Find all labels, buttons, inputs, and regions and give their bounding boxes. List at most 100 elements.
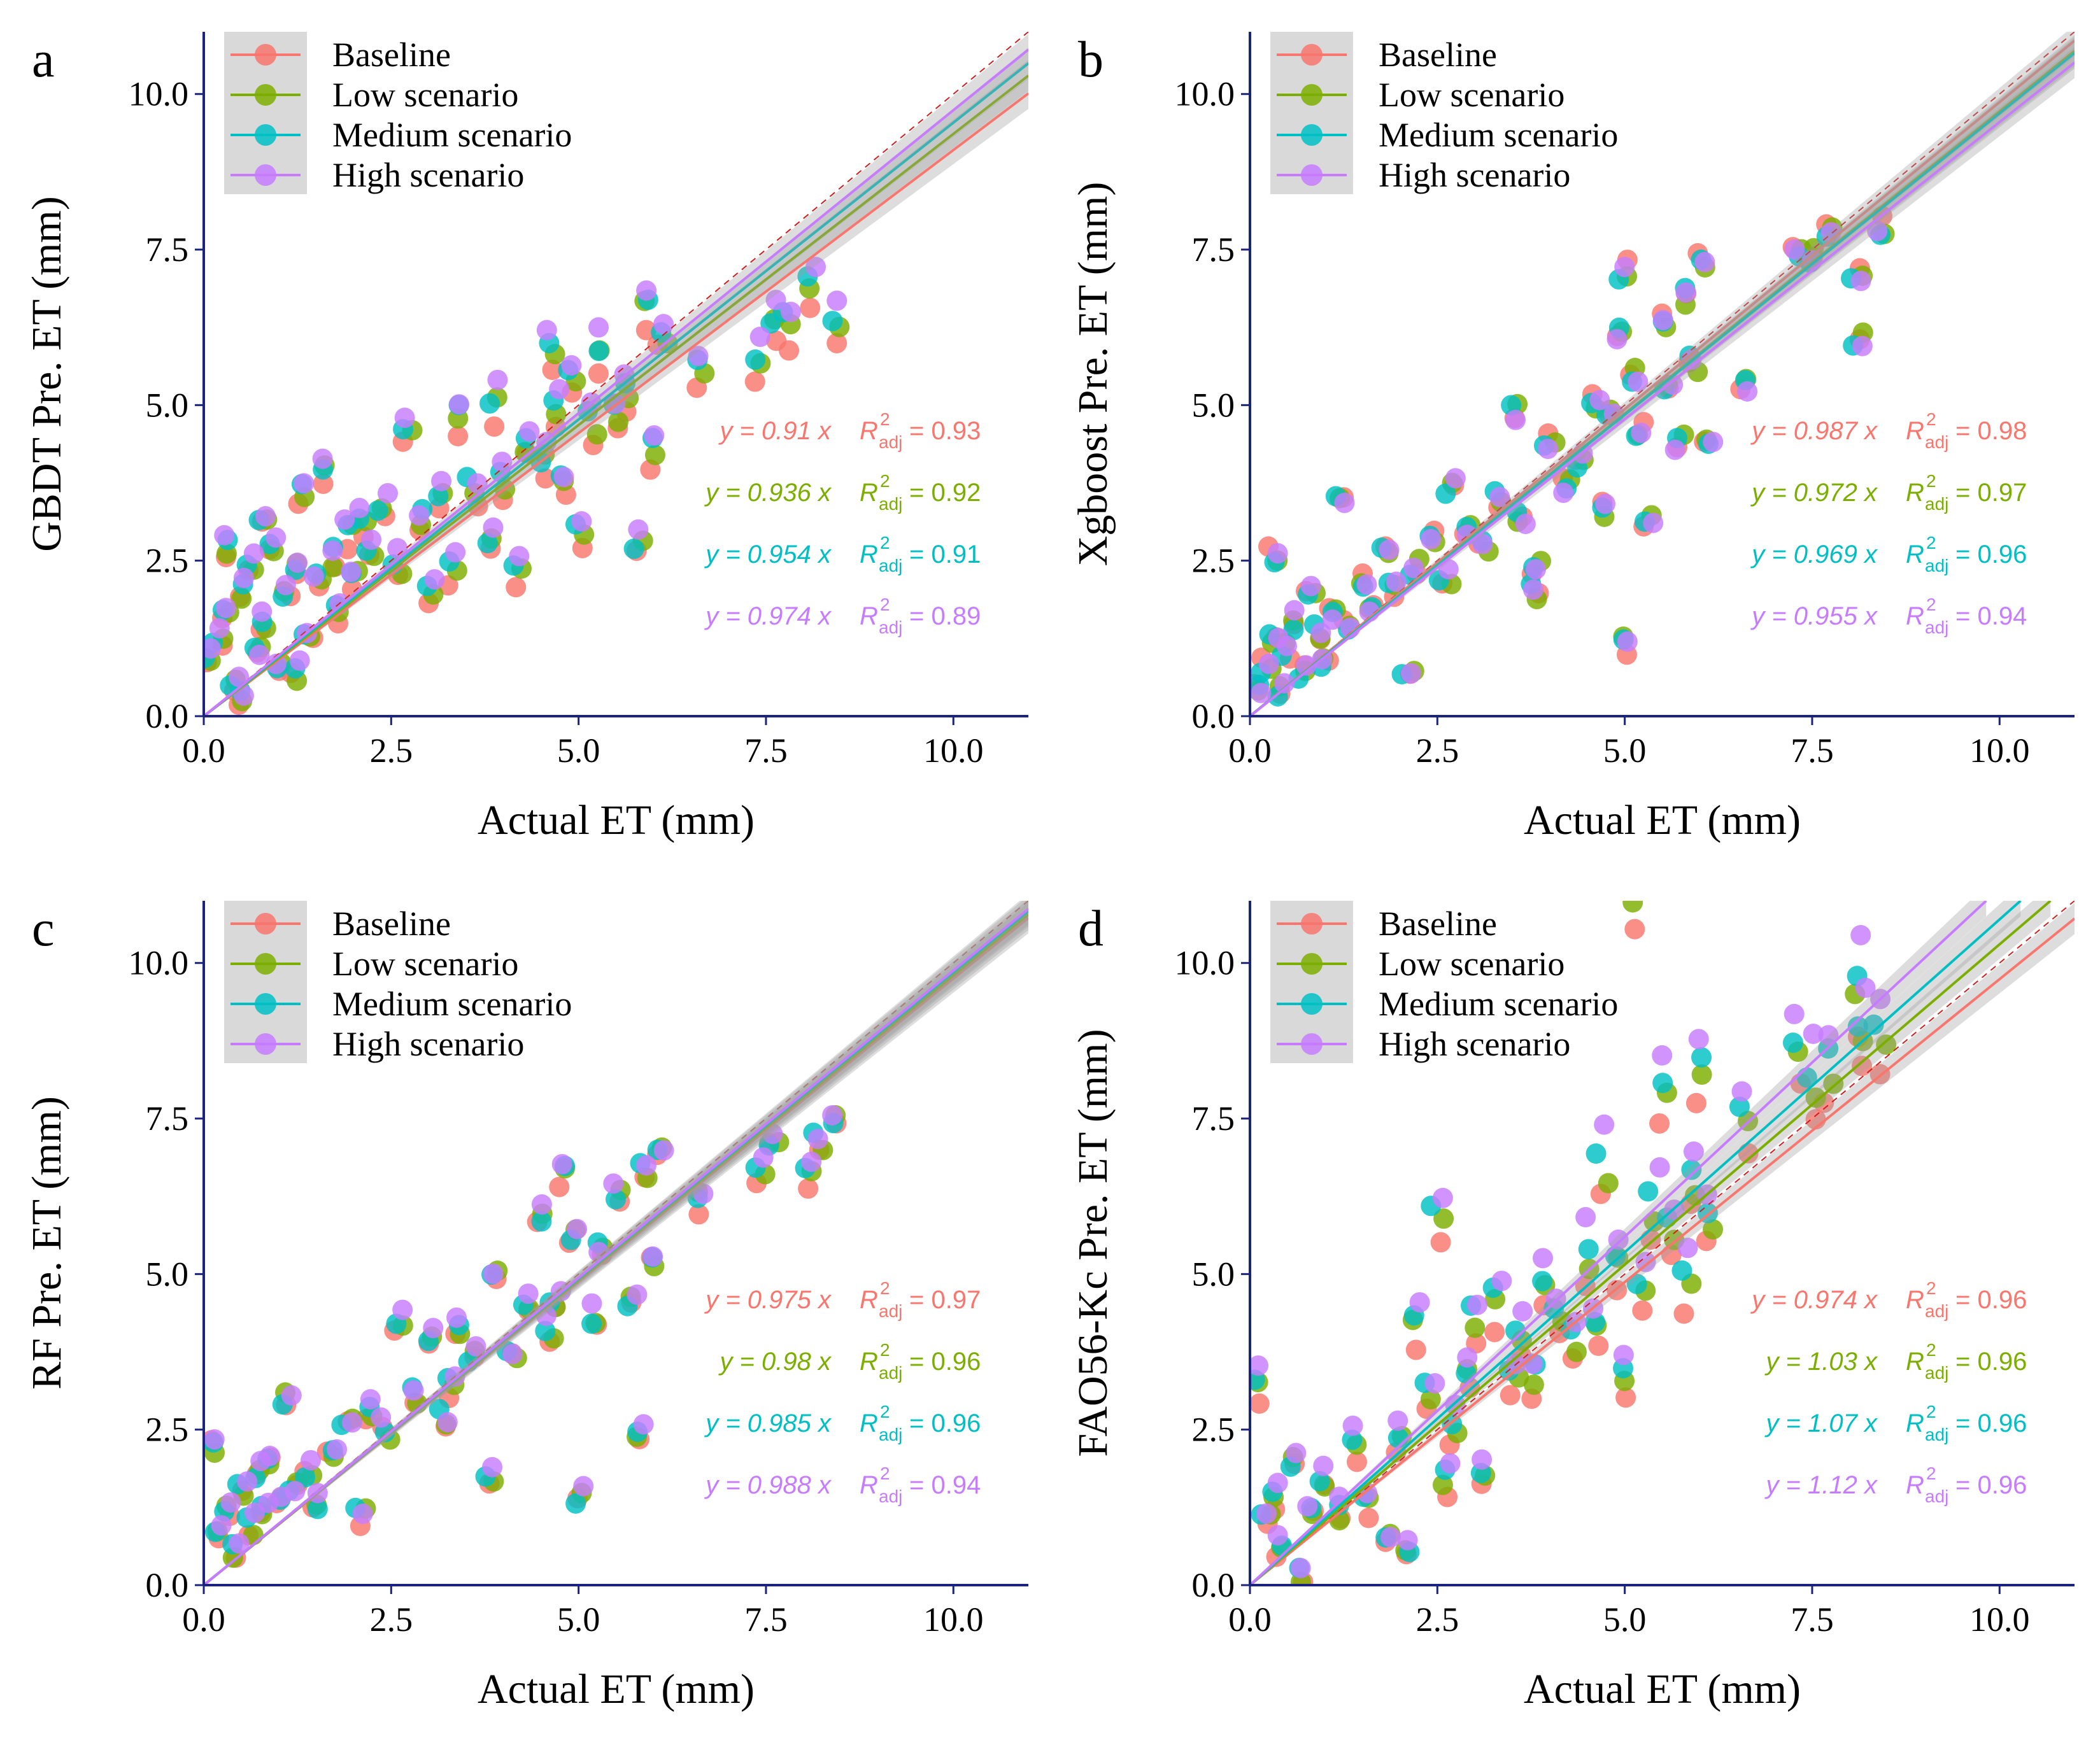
r2-value: = 0.96 (1955, 1286, 2027, 1314)
data-point (518, 1283, 539, 1304)
data-point (571, 511, 592, 532)
data-point (1649, 1157, 1670, 1178)
data-point (1617, 866, 1637, 887)
data-point (1379, 539, 1400, 560)
data-point (1267, 1525, 1288, 1546)
legend-label: Medium scenario (1379, 985, 1618, 1023)
data-point (581, 1293, 602, 1314)
data-point (285, 1481, 306, 1502)
data-point (1607, 328, 1628, 349)
legend-marker (255, 1033, 276, 1055)
data-point (588, 341, 609, 362)
data-point (1566, 1341, 1587, 1362)
data-point (371, 1407, 392, 1428)
equation-annotation: y = 0.955 x R 2 adj = 0.94 (1750, 595, 2027, 637)
data-point (1615, 1387, 1636, 1408)
y-tick-label: 0.0 (1192, 1566, 1235, 1604)
y-tick-label: 10.0 (129, 75, 189, 113)
plot-area (1250, 866, 2075, 1585)
y-tick-label: 7.5 (1192, 230, 1235, 269)
data-point (1803, 1024, 1824, 1045)
equation-annotation: y = 0.988 x R 2 adj = 0.94 (704, 1464, 981, 1506)
data-point (1553, 483, 1574, 504)
data-point (448, 426, 469, 447)
regression-line (204, 62, 1028, 716)
r2-superscript: 2 (1926, 471, 1936, 491)
data-point (437, 1412, 458, 1433)
legend-label: High scenario (332, 156, 524, 194)
r2-symbol: R (860, 1471, 878, 1499)
data-point (749, 327, 770, 348)
y-axis-title: FAO56-Kc Pre. ET (mm) (1070, 1029, 1116, 1457)
data-point (536, 320, 557, 341)
y-tick-label: 0.0 (146, 697, 189, 735)
data-point (1432, 1187, 1453, 1208)
confidence-band (204, 902, 1028, 1585)
y-tick-label: 0.0 (146, 1566, 189, 1604)
y-tick-label: 2.5 (146, 542, 189, 580)
data-point (467, 473, 488, 494)
r2-value: = 0.93 (909, 417, 981, 445)
data-point (307, 1499, 328, 1520)
data-point (535, 1320, 556, 1341)
data-point (1729, 1096, 1750, 1117)
r2-subscript: adj (1925, 1301, 1948, 1321)
legend-marker (1301, 44, 1323, 66)
data-point (623, 539, 644, 560)
data-point (220, 1492, 241, 1513)
r2-symbol: R (1906, 1348, 1924, 1376)
data-point (635, 1155, 656, 1176)
panel-b: 0.0 2.5 5.0 7.5 10.0 0.0 2.5 5.0 7.5 10.0 Actual E… (1070, 32, 2075, 843)
data-point (1652, 1045, 1673, 1066)
data-point (1310, 623, 1331, 644)
data-point (531, 1194, 552, 1215)
data-point (1512, 1301, 1533, 1322)
data-point (1465, 1317, 1486, 1338)
legend-label: Low scenario (332, 945, 518, 983)
data-point (1691, 1064, 1712, 1085)
data-point (482, 1457, 503, 1478)
r2-symbol: R (860, 479, 878, 507)
data-point (1532, 1271, 1553, 1292)
data-point (312, 448, 333, 469)
r2-symbol: R (1906, 1286, 1924, 1314)
data-point (483, 1264, 504, 1285)
data-point (387, 538, 408, 559)
data-point (465, 1336, 486, 1357)
data-point (300, 1450, 321, 1471)
data-point (780, 301, 801, 322)
data-point (827, 290, 848, 311)
confidence-band (1250, 903, 2075, 1585)
data-point (1346, 1451, 1367, 1472)
data-point (588, 317, 609, 338)
r2-value: = 0.94 (1955, 602, 2027, 630)
data-point (636, 280, 657, 301)
data-point (1622, 901, 1643, 913)
data-point (1624, 919, 1645, 940)
r2-superscript: 2 (880, 1278, 890, 1298)
slope-equation: y = 0.988 x (704, 1471, 832, 1499)
data-point (1532, 1248, 1553, 1269)
r2-subscript: adj (1925, 1363, 1948, 1383)
legend-label: High scenario (1379, 1025, 1570, 1063)
data-point (1430, 1232, 1451, 1253)
y-tick-label: 5.0 (146, 1255, 189, 1293)
data-point (1675, 282, 1696, 303)
one-to-one-line (1250, 901, 2075, 1585)
y-tick-label: 10.0 (1175, 944, 1235, 982)
data-point (1472, 1449, 1493, 1470)
slope-equation: y = 1.12 x (1764, 1471, 1878, 1499)
data-point (322, 556, 343, 577)
data-point (341, 561, 362, 582)
equation-annotation: y = 1.12 x R 2 adj = 0.96 (1764, 1464, 2027, 1506)
data-point (1594, 1114, 1615, 1135)
data-point (1652, 309, 1673, 330)
legend-label: High scenario (1379, 156, 1570, 194)
plot-area (204, 32, 1028, 716)
data-point (303, 566, 324, 587)
data-point (1852, 335, 1873, 356)
data-point (549, 379, 570, 400)
data-point (394, 407, 415, 428)
